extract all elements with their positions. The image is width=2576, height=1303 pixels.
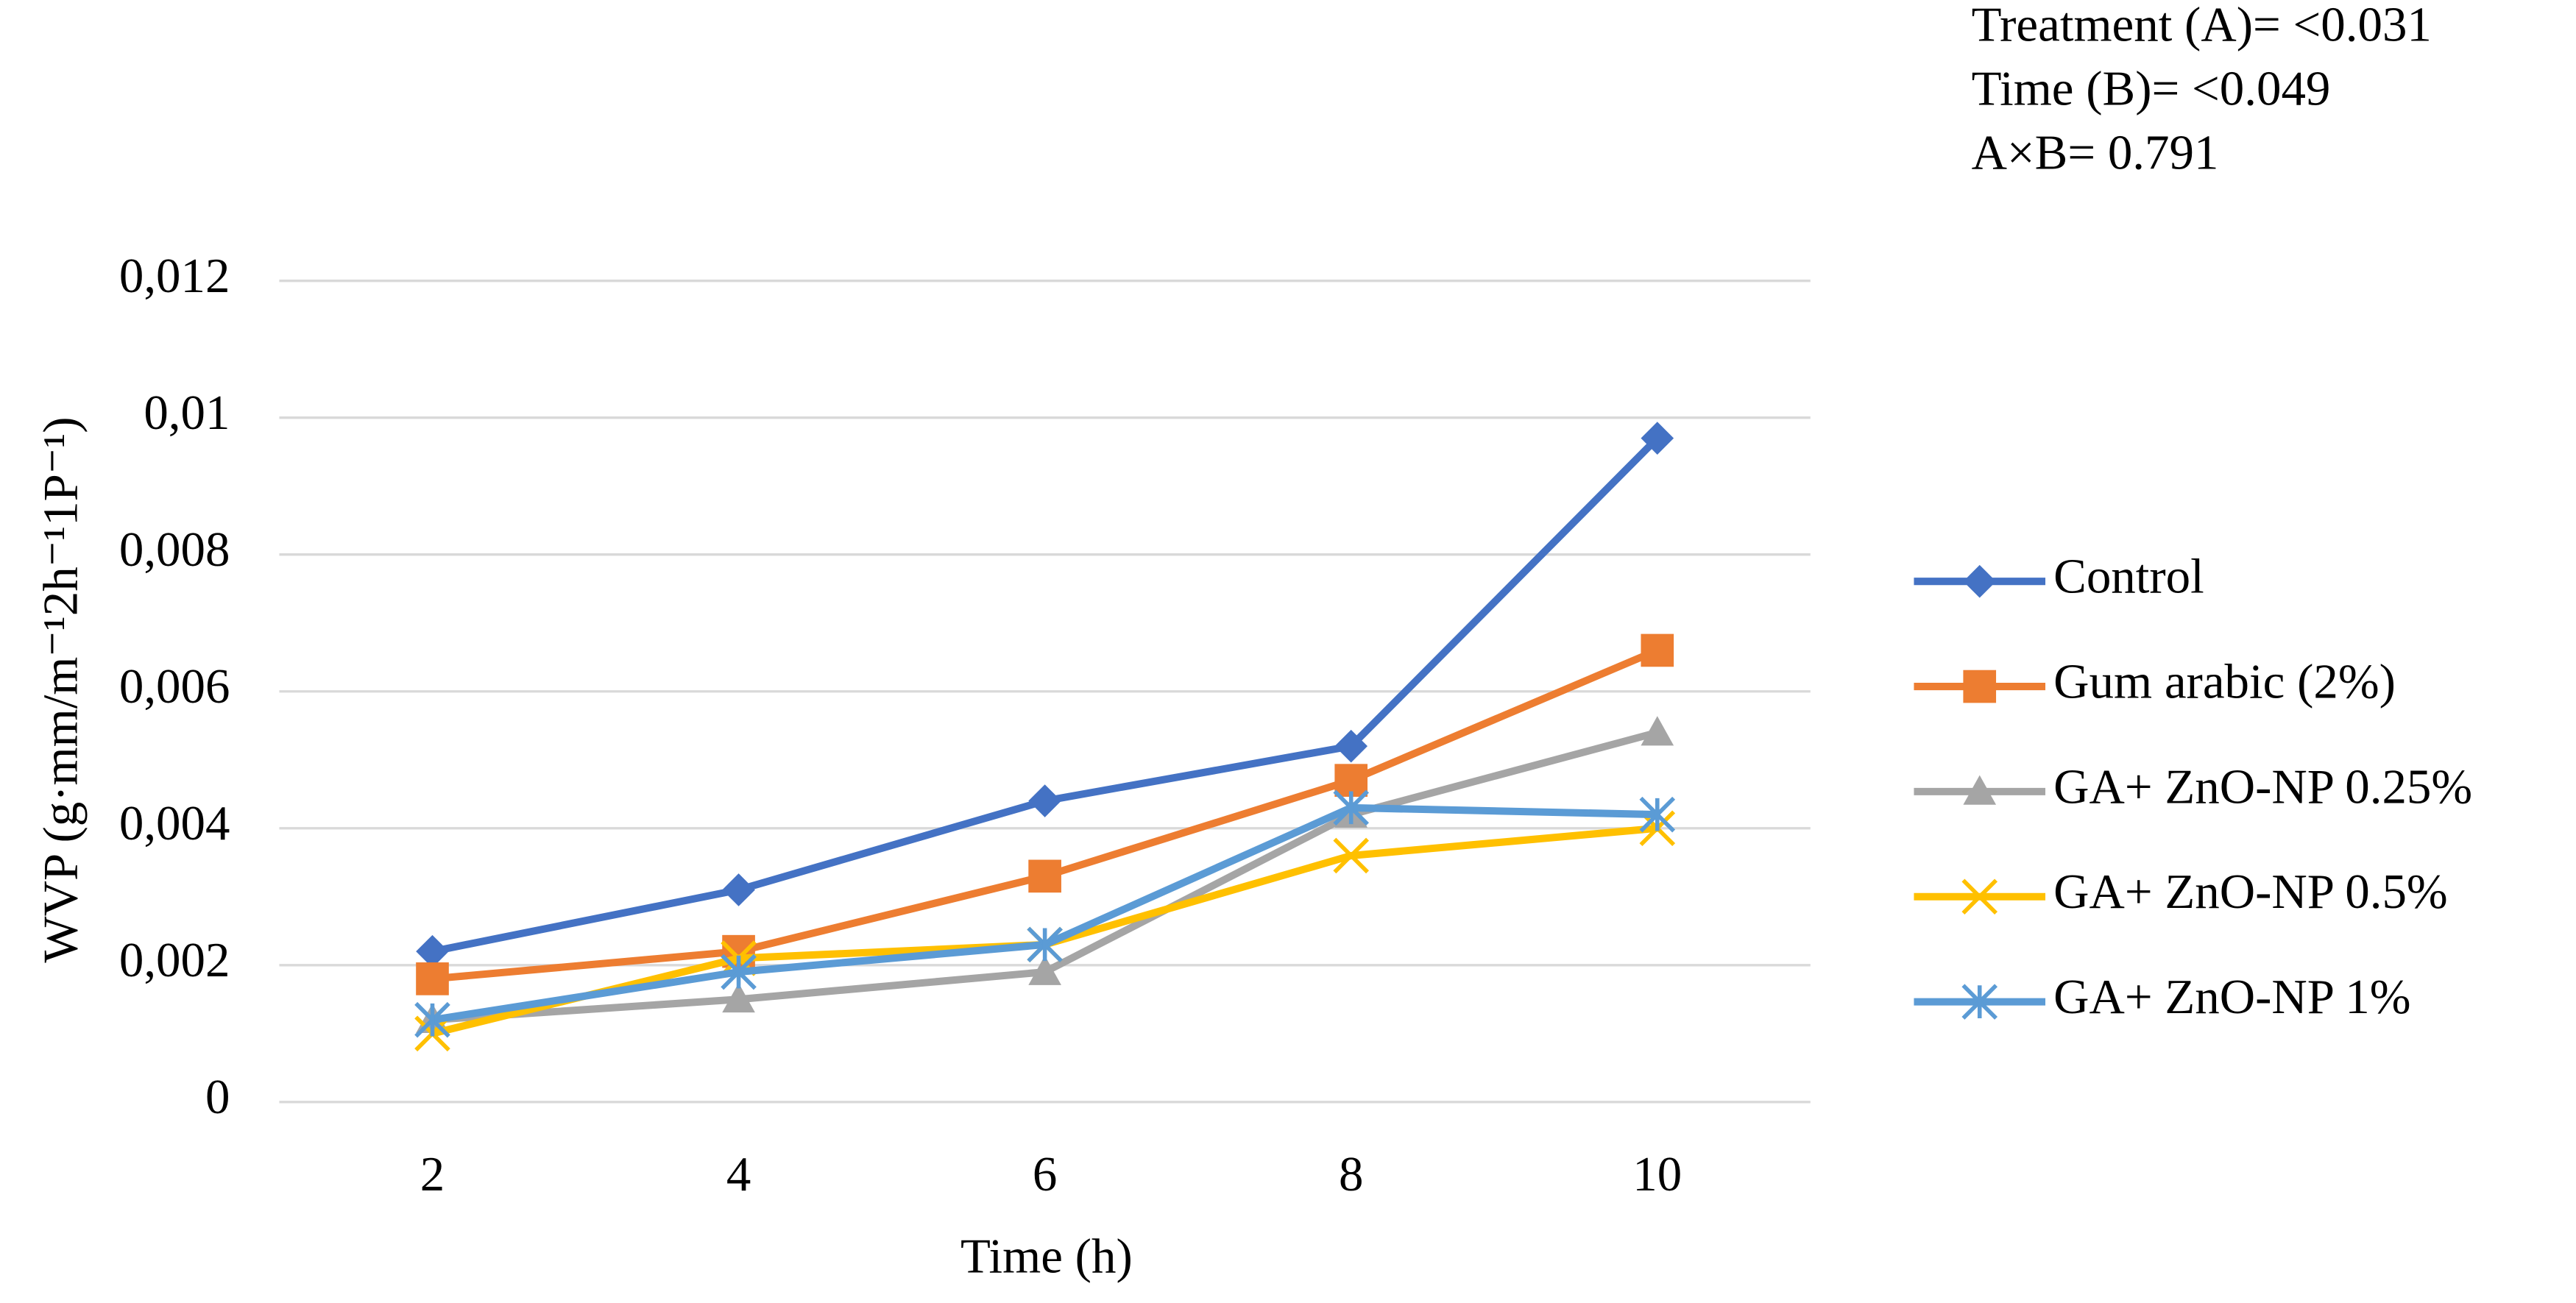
legend-label: Gum arabic (2%) <box>2053 654 2396 709</box>
x-tick-label: 6 <box>1033 1147 1057 1201</box>
x-tick-label: 2 <box>420 1147 445 1201</box>
x-tick-label: 8 <box>1339 1147 1363 1201</box>
series-marker <box>1641 633 1674 667</box>
legend-marker <box>1961 878 1998 915</box>
legend-label: GA+ ZnO-NP 1% <box>2053 970 2410 1024</box>
legend-marker <box>1963 670 1997 703</box>
annotation: A×B= 0.791 <box>1972 126 2219 180</box>
series-marker <box>1641 422 1674 455</box>
legend-marker-stroke <box>1961 878 1998 915</box>
legend-marker <box>1961 984 1998 1020</box>
series-marker <box>1333 789 1370 826</box>
series-marker <box>416 934 449 968</box>
x-axis-title: Time (h) <box>960 1229 1133 1284</box>
series-marker <box>1641 716 1674 746</box>
y-tick-label: 0,012 <box>119 249 230 303</box>
series-marker <box>414 1001 450 1038</box>
series-marker <box>722 982 755 1013</box>
annotation: Treatment (A)= <0.031 <box>1972 0 2432 52</box>
y-tick-label: 0 <box>205 1070 230 1124</box>
x-tick-label: 10 <box>1632 1147 1682 1201</box>
legend-label: GA+ ZnO-NP 0.5% <box>2053 864 2448 919</box>
legend-marker <box>1963 564 1997 598</box>
legend-label: Control <box>2053 550 2204 604</box>
series-marker <box>1028 784 1061 817</box>
y-tick-label: 0,008 <box>119 522 230 577</box>
series-marker <box>1027 926 1063 963</box>
series-marker <box>1028 955 1061 985</box>
series-marker <box>722 873 755 906</box>
series-marker <box>1028 859 1061 893</box>
y-axis-title: WVP (g·mm/m⁻¹2h⁻¹1P⁻¹) <box>34 416 88 962</box>
y-tick-label: 0,002 <box>119 933 230 987</box>
series-marker <box>721 954 757 990</box>
series-marker <box>1639 796 1676 833</box>
y-tick-label: 0,004 <box>119 796 230 851</box>
y-tick-label: 0,006 <box>119 659 230 714</box>
legend-label: GA+ ZnO-NP 0.25% <box>2053 759 2472 814</box>
series-marker <box>416 962 449 995</box>
x-tick-label: 4 <box>726 1147 751 1201</box>
y-tick-label: 0,01 <box>144 386 230 440</box>
annotation: Time (B)= <0.049 <box>1972 62 2331 116</box>
series-marker <box>1333 837 1370 874</box>
legend-marker <box>1963 775 1997 805</box>
series-marker <box>1334 729 1368 763</box>
series-marker-stroke <box>1333 837 1370 874</box>
